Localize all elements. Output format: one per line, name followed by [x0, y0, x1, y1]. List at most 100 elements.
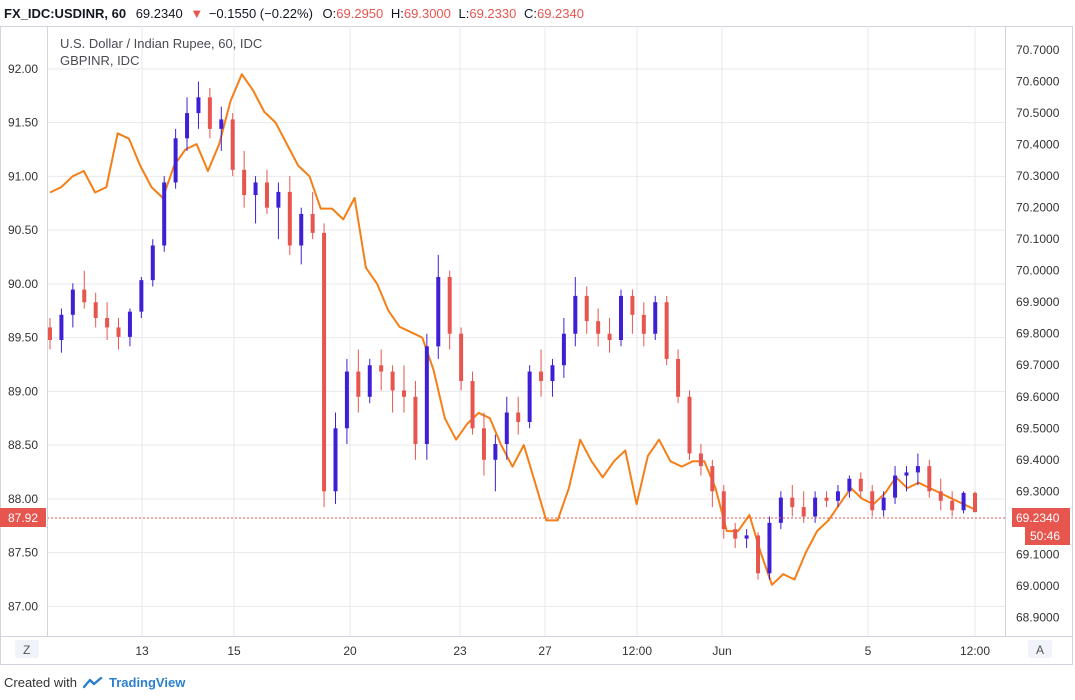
right-axis-tick-label: 70.1000	[1016, 232, 1060, 246]
right-axis-tick-label: 70.3000	[1016, 169, 1060, 183]
right-price-tag-label: 69.2340	[1016, 511, 1060, 525]
left-price-axis[interactable]: 92.00 91.50 91.00 90.50 90.00 89.50 89.00 88.50…	[8, 62, 38, 614]
left-price-tag	[0, 508, 46, 527]
compare-series	[49, 73, 976, 586]
candle-body	[424, 346, 429, 445]
left-axis-tick-label: 92.00	[8, 62, 38, 76]
auto-scale-button[interactable]	[1028, 640, 1052, 658]
header-low-value: 69.2330	[469, 6, 516, 21]
time-axis-tick-label: Jun	[712, 644, 731, 658]
right-axis-tick-label: 69.1000	[1016, 547, 1060, 561]
candle-body	[70, 289, 75, 315]
time-axis-tick-label: 23	[453, 644, 467, 658]
candle-body	[527, 371, 532, 422]
candle-body	[481, 428, 486, 460]
countdown-label: 50:46	[1030, 529, 1060, 543]
right-axis-tick-label: 69.5000	[1016, 421, 1060, 435]
right-axis-tick-label: 70.2000	[1016, 201, 1060, 215]
candle-body	[413, 396, 418, 445]
candle-body	[264, 182, 269, 208]
candle-body	[310, 213, 315, 233]
header-close-value: 69.2340	[537, 6, 584, 21]
zoom-button[interactable]	[15, 640, 39, 658]
candle-body	[105, 317, 110, 328]
left-axis-tick-label: 91.50	[8, 116, 38, 130]
candle-body	[927, 466, 932, 492]
time-axis[interactable]: 13 15 20 23 27 12:00 Jun 5 12:00	[135, 644, 990, 658]
time-axis-tick-label: 27	[538, 644, 552, 658]
candle-body	[847, 478, 852, 492]
right-axis-tick-label: 70.5000	[1016, 106, 1060, 120]
candle-body	[299, 213, 304, 246]
right-axis-tick-label: 69.8000	[1016, 327, 1060, 341]
candle-body	[721, 491, 726, 530]
candle-body	[185, 113, 190, 139]
right-axis-tick-label: 69.6000	[1016, 390, 1060, 404]
candle-body	[207, 97, 212, 129]
candle-body	[756, 535, 761, 574]
header-close-label: C:	[524, 6, 537, 21]
candle-body	[813, 497, 818, 517]
footer-created-with: Created with	[4, 675, 77, 690]
right-axis-tick-label: 69.7000	[1016, 358, 1060, 372]
time-axis-tick-label: 12:00	[622, 644, 652, 658]
candle-body	[653, 302, 658, 334]
candle-body	[230, 119, 235, 170]
candle-body	[356, 371, 361, 397]
header-open-value: 69.2950	[336, 6, 383, 21]
left-axis-tick-label: 89.00	[8, 384, 38, 398]
candle-body	[367, 365, 372, 397]
candle-body	[676, 358, 681, 397]
candle-body	[333, 428, 338, 492]
candle-body	[630, 295, 635, 315]
left-axis-tick-label: 90.50	[8, 223, 38, 237]
candle-body	[607, 333, 612, 341]
candle-body	[48, 327, 52, 341]
candle-body	[767, 522, 772, 574]
candle-body	[801, 507, 806, 517]
candle-body	[733, 529, 738, 539]
candle-body	[893, 475, 898, 498]
candle-body	[150, 245, 155, 281]
candle-body	[744, 535, 749, 539]
candle-body	[470, 381, 475, 429]
chart-frame	[0, 26, 1073, 665]
right-axis-tick-label: 68.9000	[1016, 610, 1060, 624]
candle-body	[904, 472, 909, 476]
left-price-tag-label: 87.92	[8, 511, 38, 525]
candle-body	[493, 444, 498, 460]
footer-brand[interactable]: TradingView	[108, 675, 186, 690]
candle-body	[539, 371, 544, 382]
down-arrow-icon: ▼	[190, 6, 203, 21]
header-open-label: O:	[323, 6, 337, 21]
candle-body	[516, 412, 521, 422]
time-axis-tick-label: 13	[135, 644, 149, 658]
right-price-axis[interactable]: 70.7000 70.6000 70.5000 70.4000 70.3000 70.20…	[1016, 43, 1060, 624]
time-axis-tick-label: 15	[227, 644, 241, 658]
header-change: −0.1550 (−0.22%)	[209, 6, 313, 21]
candle-body	[447, 276, 452, 334]
header-low-label: L:	[459, 6, 470, 21]
candle-body	[459, 333, 464, 382]
legend-main-series[interactable]: U.S. Dollar / Indian Rupee, 60, IDC	[60, 36, 262, 51]
candle-body	[253, 182, 258, 196]
legend-compare-series[interactable]: GBPINR, IDC	[60, 53, 139, 68]
candle-body	[641, 314, 646, 334]
candle-body	[973, 492, 977, 513]
candle-body	[584, 295, 589, 322]
right-price-tag	[1012, 508, 1070, 527]
header-symbol: FX_IDC:USDINR, 60	[4, 6, 126, 21]
candle-body	[196, 97, 201, 114]
right-axis-tick-label: 70.6000	[1016, 75, 1060, 89]
candle-body	[82, 289, 87, 303]
candle-body	[219, 119, 224, 129]
candle-body	[664, 302, 669, 359]
left-axis-tick-label: 91.00	[8, 169, 38, 183]
candle-body	[436, 276, 441, 347]
candle-body	[698, 453, 703, 467]
time-axis-tick-label: 20	[343, 644, 357, 658]
left-axis-tick-label: 90.00	[8, 277, 38, 291]
candle-body	[287, 191, 292, 246]
left-axis-tick-label: 88.50	[8, 438, 38, 452]
